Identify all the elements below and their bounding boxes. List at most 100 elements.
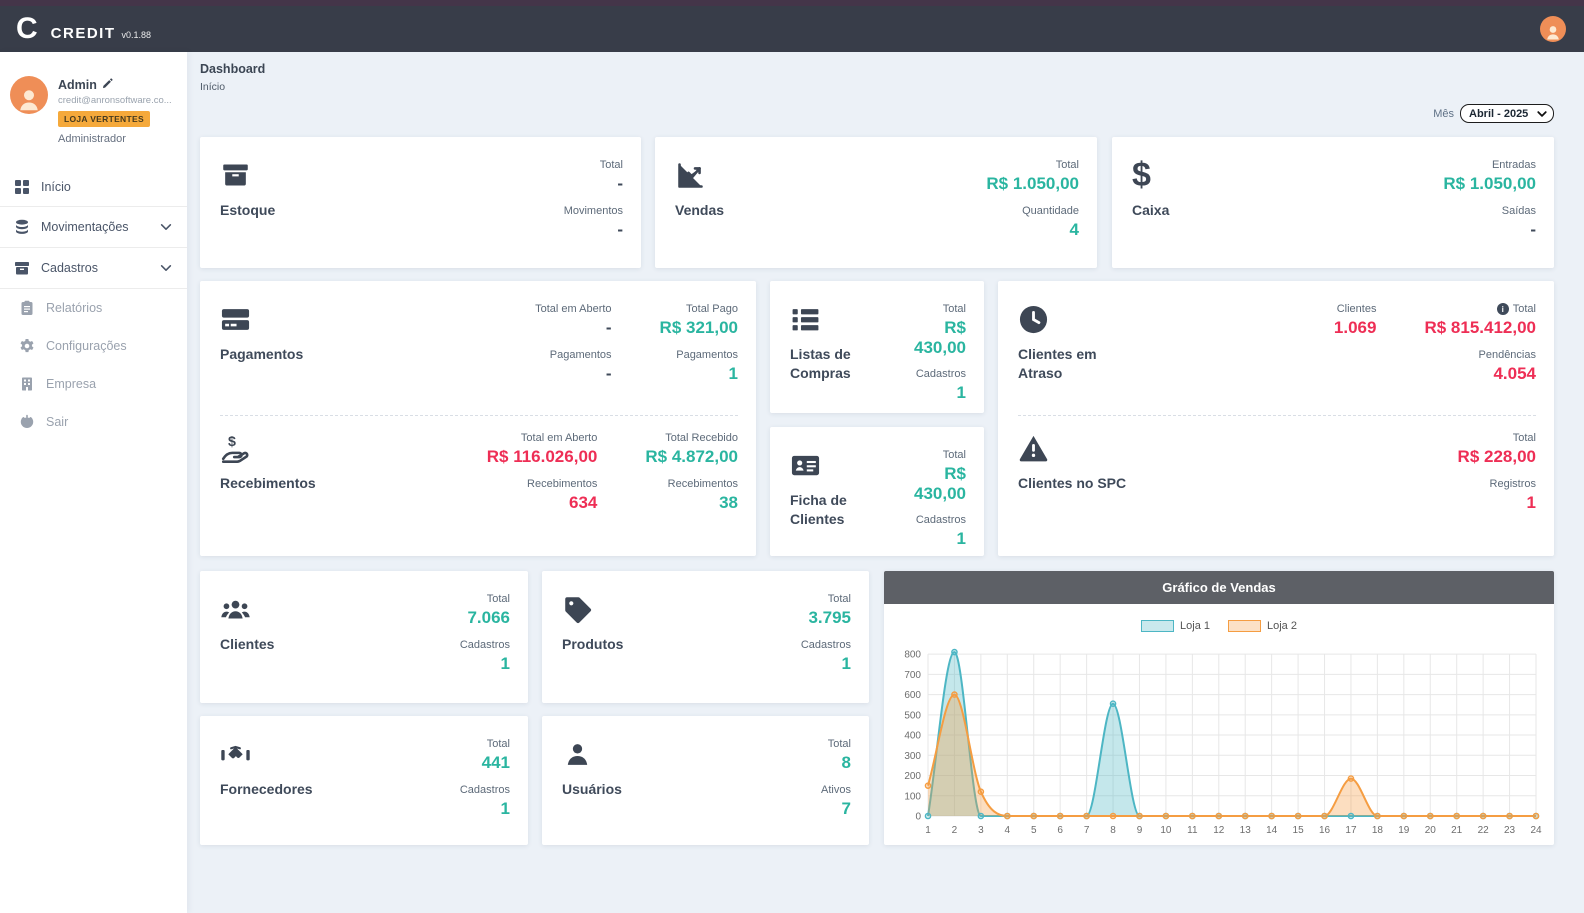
svg-text:1: 1 [925, 825, 931, 836]
legend-item-loja-1[interactable]: Loja 1 [1141, 620, 1210, 632]
stat: Total 441 [482, 738, 510, 773]
section-title: Caixa [1132, 202, 1170, 218]
info-icon[interactable]: i [1496, 303, 1509, 315]
sidebar-user-avatar[interactable] [10, 76, 48, 114]
page-title: Dashboard [200, 62, 266, 76]
svg-text:17: 17 [1345, 825, 1357, 836]
user-role: Administrador [58, 133, 126, 145]
stat: Total 8 [828, 738, 851, 773]
sidebar-item-empresa[interactable]: Empresa [0, 365, 187, 403]
svg-text:100: 100 [904, 791, 921, 802]
warning-icon [1018, 432, 1126, 464]
section-title: Vendas [675, 202, 725, 218]
stat-value: 1 [500, 653, 510, 673]
stat-label: Cadastros [459, 783, 510, 796]
section-stats: Entradas R$ 1.050,00 Saídas - [1443, 159, 1536, 250]
pencil-icon[interactable] [102, 78, 113, 92]
sidebar-item-inicio[interactable]: Início [0, 167, 187, 207]
app-name: CREDIT [50, 25, 116, 42]
power-icon [19, 414, 35, 430]
handshake-icon [220, 738, 313, 770]
stat-label: Quantidade [1022, 204, 1079, 217]
sidebar-item-label: Início [41, 180, 71, 194]
section-heading: Fornecedores [220, 738, 313, 799]
svg-text:8: 8 [1110, 825, 1116, 836]
stat: Total - [600, 159, 623, 194]
list-icon [790, 303, 894, 335]
section-clientes-em-atraso: Clientes em Atraso Clientes 1.069 i Total R$ … [1018, 303, 1536, 413]
legend-item-loja-2[interactable]: Loja 2 [1228, 620, 1297, 632]
svg-text:2: 2 [952, 825, 958, 836]
stat-column: Total R$ 430,00 Cadastros 1 [894, 449, 966, 560]
sidebar-item-configuracoes[interactable]: Configurações [0, 327, 187, 365]
stat-label: Pagamentos [549, 348, 612, 361]
svg-text:22: 22 [1478, 825, 1490, 836]
sidebar-item-label: Cadastros [41, 261, 98, 275]
sidebar: Admin credit@anronsoftware.co... LOJA VE… [0, 52, 187, 913]
stat-label: Clientes [1336, 303, 1377, 315]
sidebar-item-cadastros[interactable]: Cadastros [0, 247, 187, 289]
stat: Cadastros 1 [916, 514, 966, 549]
stat-label: Total Recebido [665, 432, 738, 444]
sidebar-item-sair[interactable]: Sair [0, 403, 187, 441]
section-clientes: Clientes Total 7.066 Cadastros 1 [220, 593, 510, 689]
section-pagamentos: Pagamentos Total em Aberto - Pagamentos - Tot… [220, 303, 738, 413]
stat-value: - [1530, 219, 1536, 239]
stat: Quantidade 4 [1022, 205, 1079, 240]
section-title: Clientes em Atraso [1018, 346, 1097, 381]
section-usuarios: Usuários Total 8 Ativos 7 [562, 738, 851, 831]
section-caixa: $ Caixa Entradas R$ 1.050,00 Saídas - [1132, 158, 1536, 254]
stat-column: Total - Movimentos - [564, 159, 623, 250]
legend-swatch [1141, 620, 1175, 632]
stat-label: Total em Aberto [535, 303, 612, 315]
stat-label: Recebimentos [527, 477, 598, 490]
stat-label: Total [942, 303, 966, 315]
section-stats: Total em Aberto R$ 116.026,00 Recebimentos… [487, 432, 738, 523]
svg-text:20: 20 [1425, 825, 1437, 836]
month-select[interactable]: Abril - 2025 [1460, 104, 1554, 123]
section-title: Clientes no SPC [1018, 475, 1127, 491]
clock-icon [1018, 303, 1130, 335]
stat-value: - [605, 318, 612, 337]
month-select-wrap: Abril - 2025 [1460, 104, 1554, 123]
sidebar-item-relatorios[interactable]: Relatórios [0, 289, 187, 327]
stat: Total R$ 430,00 [894, 449, 966, 503]
header-user-avatar[interactable] [1540, 16, 1566, 42]
stat-label: Pagamentos [676, 348, 738, 361]
stat-column: Clientes 1.069 [1334, 303, 1377, 394]
svg-text:400: 400 [904, 731, 921, 742]
clipboard-icon [19, 300, 35, 316]
section-title: Clientes [220, 636, 275, 652]
stat-value: R$ 1.050,00 [986, 174, 1079, 193]
stat-column: Total em Aberto R$ 116.026,00 Recebimentos… [487, 432, 598, 523]
user-block: Admin credit@anronsoftware.co... LOJA VE… [0, 52, 187, 153]
svg-text:18: 18 [1372, 825, 1384, 836]
stat-value: 3.795 [808, 608, 851, 627]
card-pagamentos-recebimentos: Pagamentos Total em Aberto - Pagamentos - Tot… [200, 281, 756, 556]
sidebar-item-movimentacoes[interactable]: Movimentações [0, 206, 187, 248]
svg-text:9: 9 [1137, 825, 1143, 836]
stat-value: 4.054 [1493, 363, 1536, 383]
svg-text:16: 16 [1319, 825, 1331, 836]
stat-label: Total [599, 159, 623, 171]
stat: Total R$ 228,00 [1458, 432, 1536, 467]
stat: Cadastros 1 [916, 368, 966, 403]
chart-title: Gráfico de Vendas [884, 571, 1554, 604]
section-title: Usuários [562, 781, 622, 797]
svg-text:500: 500 [904, 710, 921, 721]
section-heading: Ficha de Clientes [790, 449, 894, 529]
section-heading: Estoque [220, 159, 275, 220]
stat: Pagamentos - [550, 349, 612, 384]
card-clientes: Clientes Total 7.066 Cadastros 1 [200, 571, 528, 703]
stat-column: Total R$ 228,00 Registros 1 [1458, 432, 1536, 523]
stat-label: Total [486, 593, 510, 605]
stat: Total Pago R$ 321,00 [660, 303, 738, 338]
svg-text:700: 700 [904, 670, 921, 681]
stat-value: 7.066 [467, 608, 510, 627]
section-stats: Total 441 Cadastros 1 [460, 738, 510, 829]
card-vendas: Vendas Total R$ 1.050,00 Quantidade 4 [655, 137, 1097, 268]
card-estoque: Estoque Total - Movimentos - [200, 137, 641, 268]
stat-value: - [617, 174, 623, 193]
section-heading: Usuários [562, 738, 622, 799]
